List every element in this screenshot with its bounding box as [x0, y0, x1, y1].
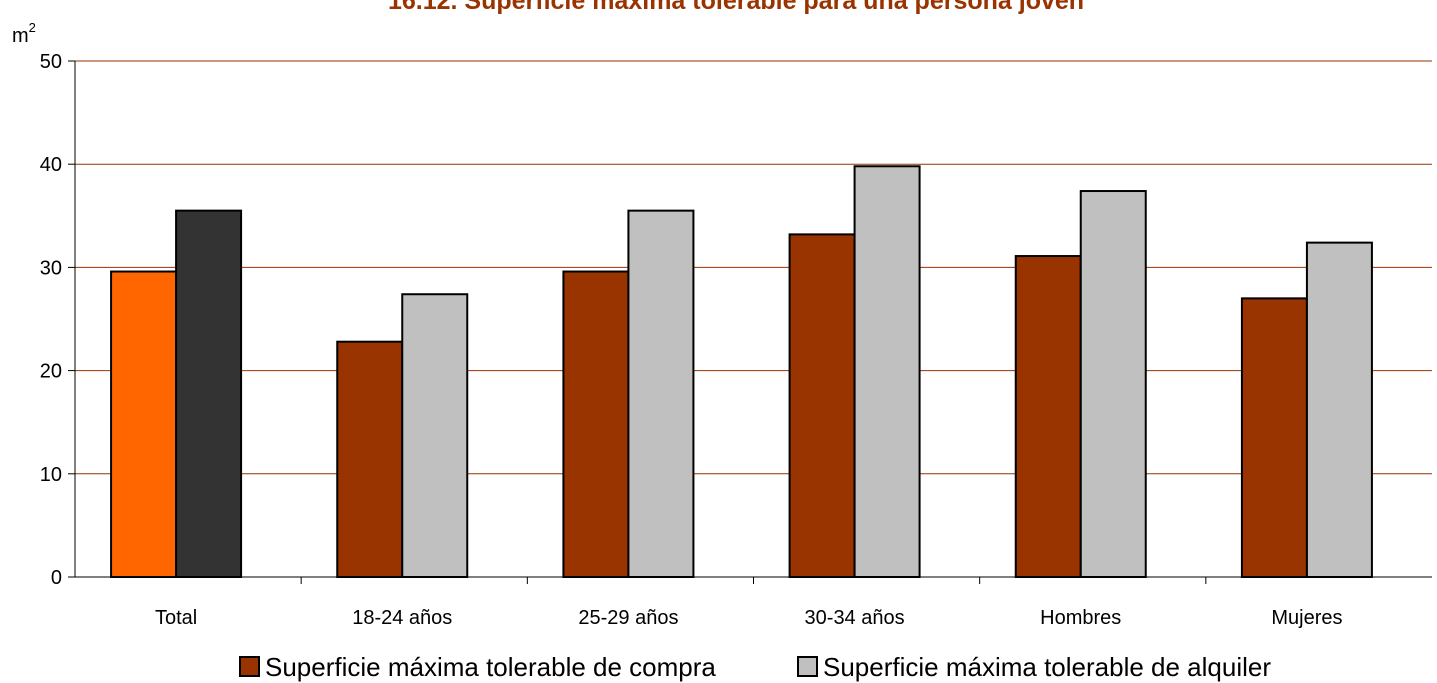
- bar-s0-c5: [1240, 297, 1308, 578]
- chart-title: 16.12. Superficie máxima tolerable para …: [388, 0, 1084, 15]
- gridlines: [75, 60, 1432, 475]
- y-tick-label-10: 10: [40, 464, 62, 486]
- bars: [110, 165, 1373, 579]
- bar-s0-c0: [110, 270, 178, 578]
- y-axis-unit-base: m: [12, 25, 29, 47]
- legend-label-1: Superficie máxima tolerable de alquiler: [823, 652, 1271, 682]
- y-tick-label-50: 50: [40, 51, 62, 73]
- bar-s1-c0: [175, 209, 243, 578]
- legend-label-0: Superficie máxima tolerable de compra: [265, 652, 716, 682]
- bar-s0-c1: [336, 340, 404, 579]
- y-tick-label-20: 20: [40, 361, 62, 383]
- x-tick-label-4: Hombres: [1040, 607, 1121, 629]
- legend: Superficie máxima tolerable de compra Sup…: [239, 652, 1271, 682]
- legend-swatch-1: [797, 656, 818, 677]
- x-tick-label-0: Total: [155, 607, 197, 629]
- y-tick-label-30: 30: [40, 257, 62, 279]
- x-tick-label-1: 18-24 años: [352, 607, 452, 629]
- bar-s0-c2: [562, 270, 630, 578]
- bar-s1-c2: [627, 209, 695, 578]
- x-tick-label-5: Mujeres: [1271, 607, 1342, 629]
- x-tick-label-3: 30-34 años: [805, 607, 905, 629]
- y-tick-label-40: 40: [40, 154, 62, 176]
- x-tick-label-2: 25-29 años: [578, 607, 678, 629]
- legend-swatch-0: [239, 656, 260, 677]
- bar-s1-c1: [401, 293, 469, 578]
- bar-s0-c4: [1014, 255, 1082, 578]
- bar-s1-c3: [853, 165, 921, 578]
- bar-s0-c3: [788, 233, 856, 578]
- bar-s1-c5: [1305, 241, 1373, 579]
- y-axis-unit: m2: [12, 20, 36, 47]
- y-axis-unit-superscript: 2: [29, 20, 36, 35]
- y-tick-label-0: 0: [51, 567, 62, 589]
- axis-labels: 0 10 20 30 40 50 Total 18-24 años 25-29 años 30-3…: [40, 51, 1343, 629]
- bar-s1-c4: [1079, 190, 1147, 578]
- axes: [68, 60, 1432, 584]
